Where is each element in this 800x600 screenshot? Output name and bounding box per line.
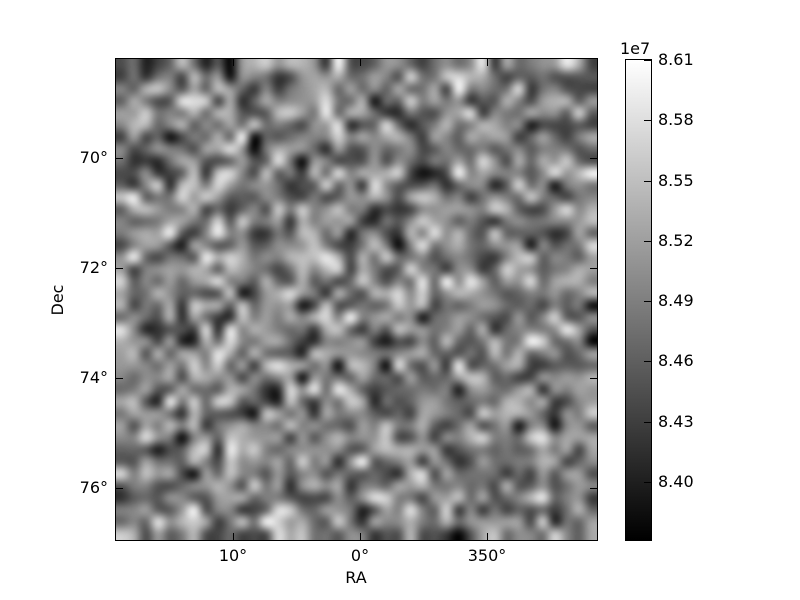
y-tick-label: 70° — [79, 148, 108, 167]
y-tick-right — [590, 378, 597, 379]
colorbar-tick — [644, 241, 651, 242]
y-tick — [116, 488, 123, 489]
y-tick-right — [590, 158, 597, 159]
x-tick — [233, 533, 234, 540]
y-axis-label: Dec — [48, 284, 67, 316]
y-tick-right — [590, 488, 597, 489]
colorbar-tick — [644, 60, 651, 61]
colorbar-offset-label: 1e7 — [620, 39, 651, 58]
y-tick-right — [590, 268, 597, 269]
heatmap-plot-area — [115, 58, 598, 541]
colorbar-tick — [644, 181, 651, 182]
colorbar — [625, 59, 652, 541]
colorbar-tick — [644, 422, 651, 423]
x-tick-top — [487, 59, 488, 66]
y-tick-label: 76° — [79, 478, 108, 497]
colorbar-tick-label: 8.46 — [658, 351, 694, 370]
x-tick — [487, 533, 488, 540]
x-axis-label: RA — [345, 568, 367, 587]
colorbar-tick — [644, 120, 651, 121]
colorbar-tick-label: 8.49 — [658, 291, 694, 310]
colorbar-tick-label: 8.61 — [658, 50, 694, 69]
colorbar-tick-label: 8.43 — [658, 412, 694, 431]
y-tick-label: 72° — [79, 258, 108, 277]
colorbar-gradient — [626, 60, 651, 540]
colorbar-tick-label: 8.58 — [658, 110, 694, 129]
heatmap-image — [116, 59, 597, 540]
y-tick — [116, 378, 123, 379]
x-tick-label: 10° — [218, 546, 248, 565]
x-tick-label: 350° — [467, 546, 507, 565]
colorbar-tick-label: 8.52 — [658, 231, 694, 250]
colorbar-tick-label: 8.55 — [658, 171, 694, 190]
x-tick-top — [360, 59, 361, 66]
y-tick — [116, 268, 123, 269]
x-tick — [360, 533, 361, 540]
colorbar-tick — [644, 361, 651, 362]
colorbar-tick — [644, 482, 651, 483]
colorbar-tick-label: 8.40 — [658, 472, 694, 491]
colorbar-tick — [644, 301, 651, 302]
y-tick — [116, 158, 123, 159]
y-tick-label: 74° — [79, 368, 108, 387]
x-tick-top — [233, 59, 234, 66]
x-tick-label: 0° — [350, 546, 370, 565]
